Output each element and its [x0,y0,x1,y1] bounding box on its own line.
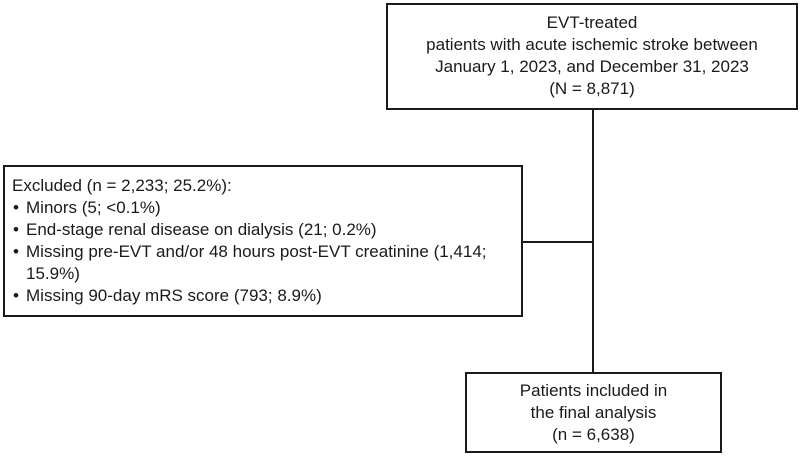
excluded-item-text: End-stage renal disease on dialysis (21;… [26,220,377,239]
bullet-marker: • [13,242,19,261]
excluded-item: • Minors (5; <0.1%) [12,197,515,219]
bullet-marker: • [13,286,19,305]
study-population-count: (N = 8,871) [549,79,635,98]
excluded-box: Excluded (n = 2,233; 25.2%): • Minors (5… [3,165,523,317]
excluded-item-text: Missing pre-EVT and/or 48 hours post-EVT… [26,242,487,283]
excluded-title: Excluded (n = 2,233; 25.2%): [12,176,232,195]
final-analysis-line: Patients included in [519,381,668,400]
excluded-item: • Missing pre-EVT and/or 48 hours post-E… [12,241,515,285]
final-analysis-box: Patients included in the final analysis … [465,372,722,453]
final-analysis-line: the final analysis [530,403,657,422]
excluded-item-text: Missing 90-day mRS score (793; 8.9%) [26,286,322,305]
bullet-marker: • [13,198,19,217]
connector-vertical-line [592,110,594,372]
study-population-line: EVT-treated [546,13,638,32]
bullet-marker: • [13,220,19,239]
final-analysis-count: (n = 6,638) [552,425,635,444]
excluded-item: • End-stage renal disease on dialysis (2… [12,219,515,241]
connector-horizontal-line [523,241,592,243]
study-population-line: patients with acute ischemic stroke betw… [426,35,758,54]
excluded-item-text: Minors (5; <0.1%) [26,198,161,217]
excluded-item: • Missing 90-day mRS score (793; 8.9%) [12,285,515,307]
study-population-box: EVT-treated patients with acute ischemic… [386,3,798,110]
study-population-line: January 1, 2023, and December 31, 2023 [435,57,749,76]
